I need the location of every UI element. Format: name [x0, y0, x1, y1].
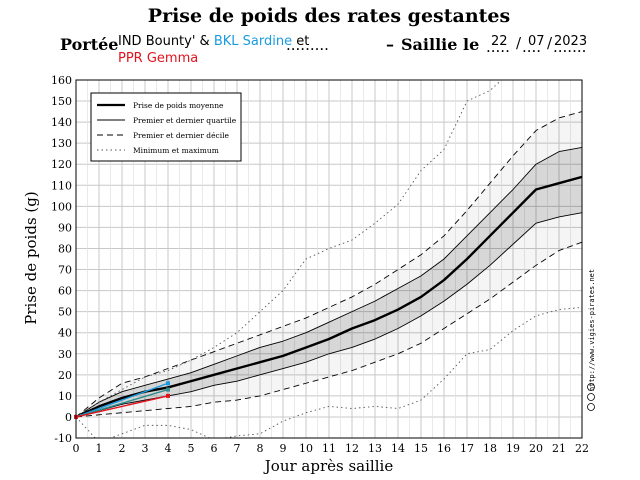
x-tick-labels: 0 1 2 3 4 5 6 7 8 9 10 11 12 13 14 15 16 17 18 19 20 21 22 [73, 442, 590, 455]
legend-label: Premier et dernier quartile [133, 116, 237, 125]
y-tick-label: 120 [51, 158, 72, 171]
y-tick-label: 50 [58, 306, 72, 319]
y-tick-label: 130 [51, 137, 72, 150]
x-tick-label: 10 [299, 442, 313, 455]
x-tick-label: 22 [575, 442, 589, 455]
y-tick-labels: -10 0 10 20 30 40 50 60 70 80 90 100 110 120 130 140 150… [51, 74, 72, 445]
measured-point [166, 387, 170, 392]
y-tick-label: 140 [51, 116, 72, 129]
saillie-dots: ..... [486, 38, 510, 56]
by-icon [587, 393, 595, 401]
portee-name-part-0: IND Bounty' & [118, 34, 214, 49]
saillie-day: 22 [491, 34, 508, 49]
y-axis-label: Prise de poids (g) [22, 191, 40, 324]
y-tick-label: 80 [58, 242, 72, 255]
y-tick-label: 70 [58, 264, 72, 277]
x-tick-label: 17 [460, 442, 474, 455]
legend-label: Prise de poids moyenne [133, 101, 224, 110]
legend-label: Minimum et maximum [133, 146, 219, 155]
y-tick-label: -10 [54, 432, 72, 445]
y-tick-label: 60 [58, 285, 72, 298]
saillie-month: 07 [528, 34, 545, 49]
chart-title: Prise de poids des rates gestantes [148, 5, 510, 27]
saillie-dots-3: ....... [553, 38, 586, 56]
legend: Prise de poids moyenne Premier et dernier… [90, 92, 242, 162]
plot-frame [75, 79, 583, 439]
x-tick-label: 7 [234, 442, 241, 455]
reference-lines [76, 80, 582, 438]
saillie-dots-2: .... [522, 38, 541, 56]
x-tick-label: 14 [391, 442, 405, 455]
header-dash: – [386, 35, 394, 54]
measured-line-1 [75, 388, 169, 418]
license-icons [587, 383, 595, 411]
line-mean [76, 175, 582, 419]
y-tick-label: 30 [58, 348, 72, 361]
x-tick-label: 1 [96, 442, 103, 455]
x-tick-label: 12 [345, 442, 359, 455]
y-tick-label: 20 [58, 369, 72, 382]
line-d_high [76, 111, 582, 418]
line-d_low [76, 241, 582, 418]
y-tick-label: 150 [51, 95, 72, 108]
y-tick-label: 100 [51, 200, 72, 213]
x-tick-label: 21 [552, 442, 566, 455]
x-tick-label: 4 [165, 442, 172, 455]
x-tick-label: 16 [437, 442, 451, 455]
legend-label: Premier et dernier décile [133, 131, 230, 140]
x-tick-label: 9 [280, 442, 287, 455]
x-tick-label: 19 [506, 442, 520, 455]
x-tick-label: 15 [414, 442, 428, 455]
quartile-band-fill [76, 147, 582, 417]
x-tick-label: 20 [529, 442, 543, 455]
x-tick-label: 0 [73, 442, 80, 455]
date-separator-2: / [547, 34, 553, 52]
portee-names-line2: PPR Gemma [118, 51, 198, 66]
portee-names: IND Bounty' & BKL Sardine et [118, 34, 309, 49]
measured-line-2 [75, 395, 169, 418]
portee-dots: ......... [286, 36, 329, 54]
measured-point [166, 381, 170, 386]
portee-label: Portée [60, 35, 118, 54]
line-max [76, 80, 503, 418]
y-tick-label: 90 [58, 221, 72, 234]
x-tick-label: 2 [119, 442, 126, 455]
y-tick-label: 110 [51, 179, 72, 192]
chart-header: Prise de poids des rates gestantes Porté… [60, 5, 587, 66]
portee-name-part-1: BKL Sardine [214, 34, 292, 49]
y-tick-label: 160 [51, 74, 72, 87]
x-axis-label: Jour après saillie [263, 457, 394, 475]
y-tick-label: 0 [65, 411, 72, 424]
x-tick-label: 13 [368, 442, 382, 455]
x-tick-label: 5 [188, 442, 195, 455]
line-min [76, 306, 582, 438]
decile-band [76, 111, 582, 417]
measured-point [166, 393, 170, 398]
measured-line-0 [75, 382, 169, 418]
saillie-label: Saillie le [401, 35, 479, 54]
quartile-band [76, 111, 582, 417]
x-tick-label: 3 [142, 442, 149, 455]
nc-icon [587, 403, 595, 411]
x-tick-label: 11 [322, 442, 336, 455]
x-tick-label: 18 [483, 442, 497, 455]
watermark-url: http://www.vigies-pirates.net [588, 269, 596, 391]
date-separator: / [516, 34, 522, 52]
y-tick-label: 10 [58, 390, 72, 403]
cc-icon [587, 383, 595, 391]
x-tick-label: 8 [257, 442, 264, 455]
y-tick-label: 40 [58, 327, 72, 340]
portee-name-part-2: et [292, 34, 309, 49]
line-q_high [76, 146, 582, 418]
x-tick-label: 6 [211, 442, 218, 455]
saillie-year: 2023 [554, 34, 587, 49]
